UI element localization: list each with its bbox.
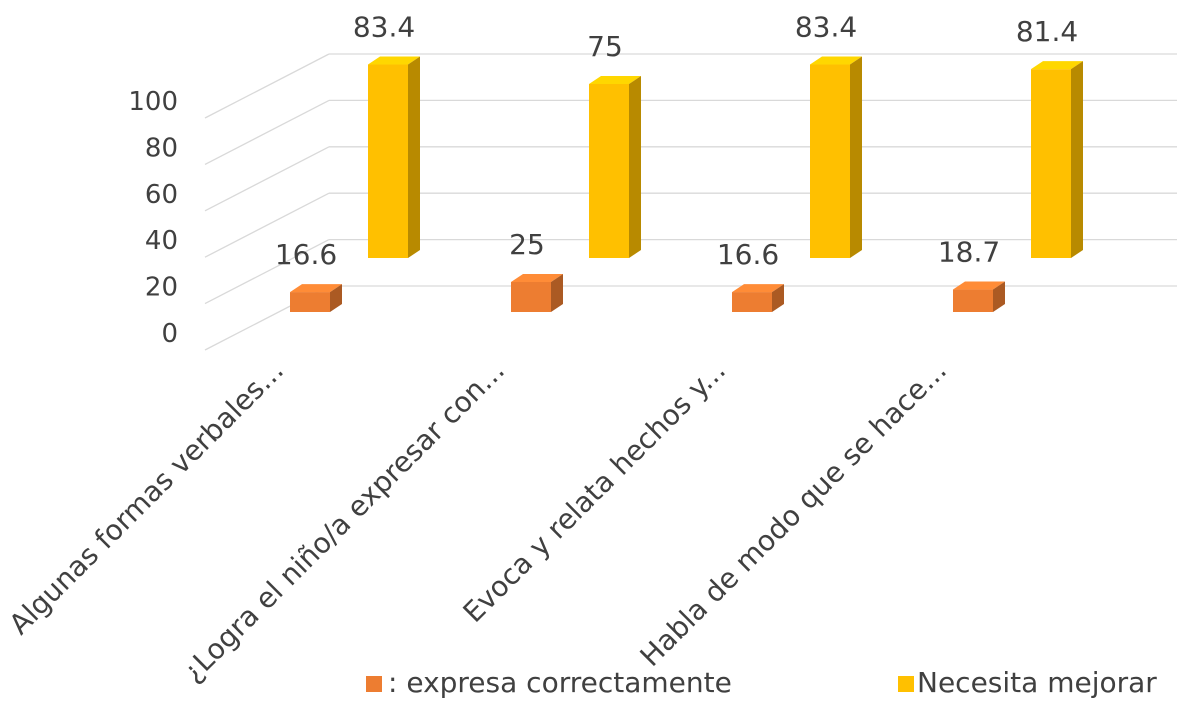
bar	[1031, 61, 1083, 258]
bar	[732, 284, 784, 312]
bar-top	[589, 76, 641, 84]
y-tick-label: 0	[161, 319, 178, 349]
bar-front	[810, 64, 850, 259]
legend-item-series-2: Necesita mejorar	[898, 666, 1157, 699]
bar	[368, 56, 420, 259]
bar	[290, 284, 342, 312]
category-labels: Algunas formas verbales...¿Logra el niño…	[3, 354, 953, 689]
bars	[290, 56, 1083, 312]
data-label: 16.6	[717, 238, 779, 271]
bar	[589, 76, 641, 258]
bar-top	[732, 284, 784, 293]
legend: : expresa correctamente Necesita mejorar	[366, 666, 1157, 699]
y-tick-label: 100	[128, 87, 178, 117]
data-label: 83.4	[795, 11, 857, 44]
legend-label-series-1: : expresa correctamente	[388, 666, 732, 699]
legend-item-series-1: : expresa correctamente	[366, 666, 732, 699]
bar-front	[511, 282, 551, 312]
data-label: 81.4	[1016, 15, 1078, 48]
data-label: 83.4	[353, 11, 415, 44]
bar-top	[368, 56, 420, 65]
data-label: 25	[509, 228, 545, 261]
legend-swatch-series-1	[366, 676, 382, 692]
bar-side	[551, 274, 563, 312]
category-label: Evoca y relata hechos y...	[457, 354, 732, 629]
y-tick-label: 20	[145, 273, 178, 303]
bar-top	[290, 284, 342, 293]
bar-front	[953, 289, 993, 312]
bar-side	[330, 284, 342, 312]
bar-side	[850, 56, 862, 259]
y-tick-label: 80	[145, 133, 178, 163]
y-axis-ticks: 0 20 40 60 80 100	[128, 87, 178, 349]
data-label: 18.7	[938, 236, 1000, 269]
bar-front	[589, 84, 629, 258]
bar-top	[953, 281, 1005, 290]
bar	[810, 56, 862, 259]
bar-top	[511, 274, 563, 282]
bar-front	[732, 292, 772, 312]
bar-side	[408, 56, 420, 259]
y-tick-label: 40	[145, 226, 178, 256]
legend-label-series-2: Necesita mejorar	[917, 666, 1157, 699]
bar	[953, 281, 1005, 312]
gridline-side	[204, 99, 330, 165]
bar-front	[290, 292, 330, 312]
gridline-side	[204, 146, 330, 212]
bar-side	[993, 281, 1005, 312]
data-label: 75	[587, 30, 623, 63]
bar-top	[1031, 61, 1083, 70]
y-tick-label: 60	[145, 180, 178, 210]
bar	[511, 274, 563, 312]
bar-front	[1031, 69, 1071, 258]
legend-swatch-series-2	[898, 676, 914, 692]
gridline-side	[204, 192, 330, 258]
gridline-side	[204, 239, 330, 305]
bar-top	[810, 56, 862, 65]
bar-side	[772, 284, 784, 312]
bar-side	[1071, 61, 1083, 258]
bar-side	[629, 76, 641, 258]
data-labels: 16.6 83.4 25 75 16.6 83.4 18.7 81.4	[275, 11, 1078, 272]
gridline-side	[204, 53, 330, 119]
data-label: 16.6	[275, 238, 337, 271]
bar-front	[368, 64, 408, 259]
